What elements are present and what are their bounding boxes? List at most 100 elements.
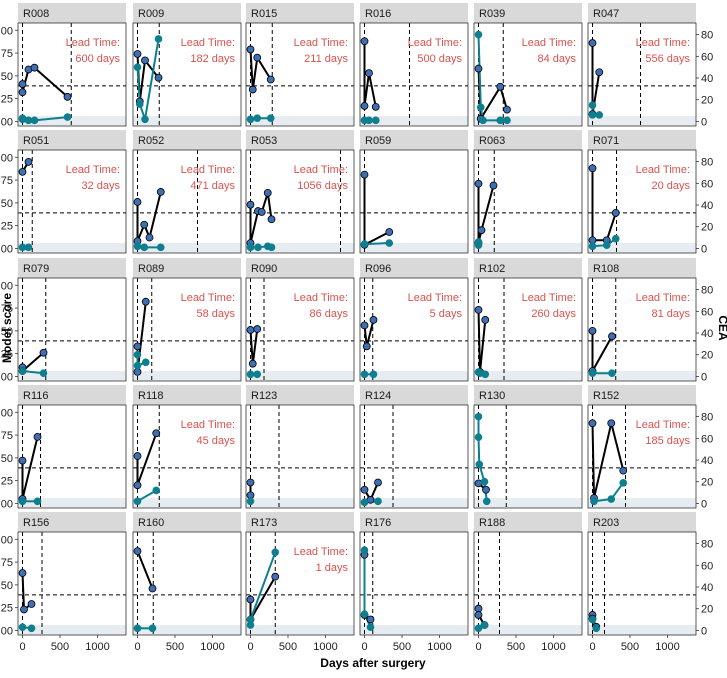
model-score-point (141, 56, 149, 65)
cea-point (365, 116, 373, 125)
plot-background (474, 405, 582, 508)
y-left-tick-label: 0.00 (0, 243, 13, 255)
cea-normal-band (588, 116, 696, 126)
model-score-point (474, 611, 483, 619)
panel-strip (246, 130, 354, 150)
panel-title: R039 (479, 8, 505, 20)
model-score-point (619, 466, 628, 475)
model-score-point (588, 39, 597, 47)
panel-title: R016 (365, 8, 391, 20)
panel-border (17, 22, 127, 127)
model-score-point (18, 456, 27, 465)
lead-time-value: 86 days (309, 308, 348, 320)
cea-point (27, 624, 36, 633)
y-left-tick-label: 0.25 (0, 221, 13, 233)
cea-point (474, 412, 483, 421)
panel-strip (360, 512, 468, 532)
y-left-tick-label: 1.00 (0, 407, 13, 419)
cea-point (360, 498, 369, 507)
cea-point (360, 546, 369, 554)
cea-normal-band (246, 625, 354, 635)
panel-title: R152 (593, 390, 619, 402)
model-score-point (246, 595, 255, 604)
panel-R102: R102 Lead Time: 260 days (473, 258, 583, 382)
cea-point (588, 242, 597, 251)
cea-point (360, 240, 369, 248)
panel-title: R053 (251, 135, 277, 147)
panel-R015: R015 Lead Time: 211 days (245, 3, 355, 127)
cea-normal-band (133, 498, 241, 508)
panel-strip (474, 130, 582, 150)
model-score-point (27, 600, 36, 608)
x-tick-label: 0 (361, 641, 367, 653)
model-score-point (248, 359, 257, 368)
panel-border (587, 277, 697, 382)
model-score-point (474, 64, 483, 73)
plot-background (18, 532, 126, 635)
panel-R047: R047 Lead Time: 556 days 0 20 40 60 80 (587, 3, 713, 128)
cea-point (18, 623, 27, 631)
panel-border (359, 149, 469, 254)
model-score-point (133, 481, 142, 490)
y-right-tick-label: 40 (701, 328, 713, 340)
panel-title: R008 (23, 8, 49, 20)
panel-border (17, 149, 127, 254)
panel-title: R052 (138, 135, 164, 147)
panel-R039: R039 Lead Time: 84 days (473, 3, 583, 127)
plot-background (588, 405, 696, 508)
cea-point (33, 497, 42, 506)
lead-time-value: 471 days (190, 180, 235, 192)
cea-point (30, 116, 39, 125)
model-score-point (360, 321, 369, 330)
model-score-point (246, 326, 255, 334)
cea-point (360, 610, 369, 618)
lead-time-label: Lead Time: (522, 37, 576, 49)
y-right-tick-label: 0 (701, 243, 707, 255)
panel-R173: R173 Lead Time: 1 days 0 500 1000 (245, 512, 355, 653)
lead-time-label: Lead Time: (522, 292, 576, 304)
lead-time-label: Lead Time: (408, 292, 462, 304)
panel-title: R118 (138, 390, 163, 402)
panel-strip (133, 258, 241, 278)
model-score-point (474, 604, 483, 613)
y-left-tick-label: 0.50 (0, 453, 13, 465)
model-score-point (267, 215, 276, 224)
y-right-tick-label: 40 (701, 200, 713, 212)
x-tick-label: 0 (19, 641, 25, 653)
x-tick-label: 1000 (655, 641, 679, 653)
model-score-point (489, 181, 498, 190)
cea-normal-band (474, 625, 582, 635)
cea-point (24, 243, 33, 252)
panel-border (245, 404, 355, 509)
y-left-tick-label: 0.50 (0, 198, 13, 210)
plot-background (360, 150, 468, 253)
model-score-point (253, 325, 262, 333)
model-score-line (591, 422, 625, 499)
panel-R096: R096 Lead Time: 5 days (359, 258, 469, 382)
model-score-point (24, 157, 33, 166)
cea-point (592, 624, 601, 633)
panel-R108: R108 Lead Time: 81 days 0 20 40 60 80 (587, 258, 713, 383)
lead-time-value: 260 days (531, 308, 576, 320)
model-score-point (595, 68, 604, 77)
panel-strip (246, 512, 354, 532)
y-left-tick-label: 1.00 (0, 534, 13, 546)
y-right-tick-label: 20 (701, 222, 713, 234)
x-tick-label: 0 (247, 641, 253, 653)
y-right-tick-label: 0 (701, 116, 707, 128)
model-score-point (385, 228, 394, 236)
y-left-tick-label: 0.50 (0, 326, 13, 338)
y-left-tick-label: 0.00 (0, 371, 13, 383)
panel-title: R090 (251, 263, 277, 275)
model-score-point (246, 45, 255, 54)
panel-strip (18, 512, 126, 532)
y-right-tick-label: 0 (701, 625, 707, 637)
plot-background (18, 150, 126, 253)
cea-normal-band (474, 243, 582, 253)
model-score-point (369, 316, 378, 324)
plot-background (18, 405, 126, 508)
panel-border (587, 149, 697, 254)
panel-border (132, 404, 242, 509)
model-score-point (30, 63, 39, 72)
cea-point (154, 35, 163, 43)
